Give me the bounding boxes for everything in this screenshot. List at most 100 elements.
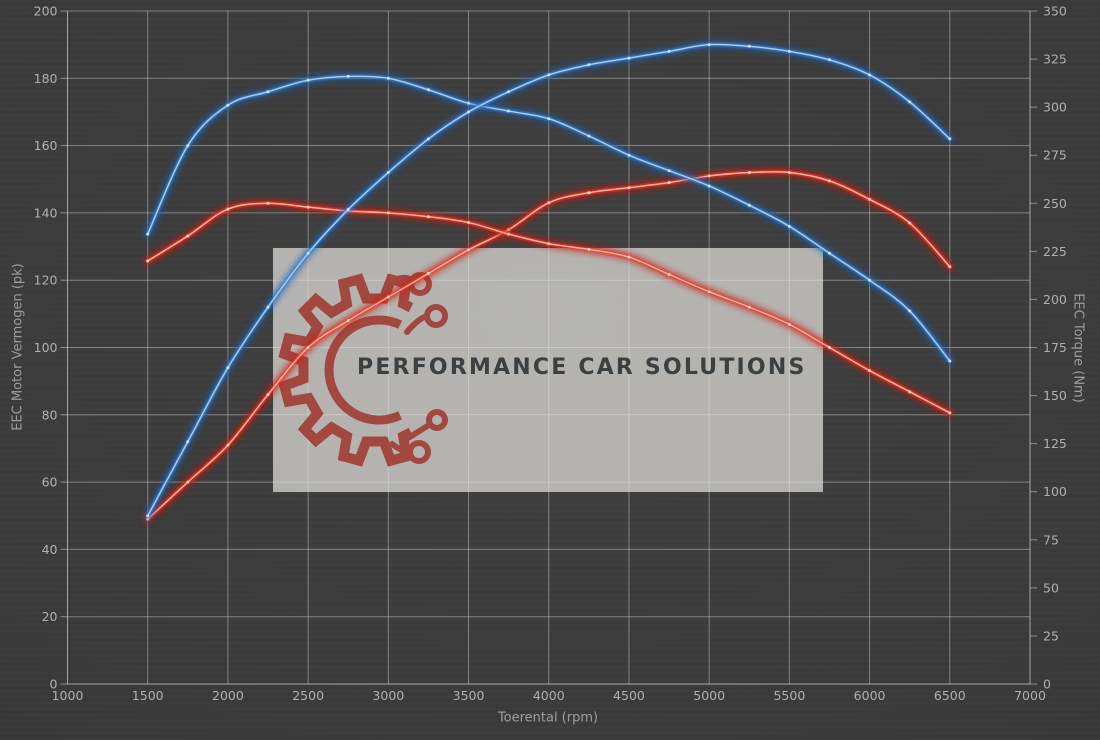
tick-label-right: 25 xyxy=(1043,628,1059,643)
data-point-dot xyxy=(868,197,872,201)
data-point-dot xyxy=(627,153,631,157)
data-point-dot xyxy=(547,73,551,77)
circuit-node-icon xyxy=(408,272,432,296)
data-point-dot xyxy=(627,56,631,60)
tick-label-right: 225 xyxy=(1043,244,1067,259)
data-point-dot xyxy=(908,390,912,394)
data-point-dot xyxy=(146,259,150,263)
data-point-dot xyxy=(386,76,390,80)
data-point-dot xyxy=(908,309,912,313)
tick-label-right: 300 xyxy=(1043,100,1067,115)
data-point-dot xyxy=(426,215,430,219)
data-point-dot xyxy=(507,228,511,232)
tick-label-x: 6500 xyxy=(934,688,966,703)
data-point-dot xyxy=(306,78,310,82)
data-point-dot xyxy=(146,517,150,521)
tick-label-right: 125 xyxy=(1043,436,1067,451)
tick-label-right: 325 xyxy=(1043,52,1067,67)
data-point-dot xyxy=(386,211,390,215)
data-point-dot xyxy=(948,265,952,269)
y-axis-left-title: EEC Motor Vermogen (pk) xyxy=(10,263,26,431)
data-point-dot xyxy=(467,221,470,224)
tick-label-left: 80 xyxy=(42,407,58,422)
data-point-dot xyxy=(667,49,671,53)
tick-label-left: 200 xyxy=(34,4,58,19)
tick-label-left: 120 xyxy=(34,273,58,288)
data-point-dot xyxy=(587,63,591,67)
data-point-dot xyxy=(226,103,230,107)
tick-label-left: 20 xyxy=(42,609,58,624)
data-point-dot xyxy=(346,74,350,78)
tick-label-x: 7000 xyxy=(1014,688,1046,703)
tick-label-x: 5500 xyxy=(773,688,805,703)
data-point-dot xyxy=(908,100,912,104)
circuit-node-icon xyxy=(424,304,448,328)
data-point-dot xyxy=(707,43,711,47)
tick-label-left: 40 xyxy=(42,542,58,557)
data-point-dot xyxy=(266,393,270,397)
watermark-box: PERFORMANCE CAR SOLUTIONS xyxy=(273,248,823,492)
data-point-dot xyxy=(186,234,190,238)
tick-label-left: 0 xyxy=(50,677,58,692)
data-point-dot xyxy=(828,346,831,349)
data-point-dot xyxy=(547,242,551,246)
tick-label-x: 1000 xyxy=(52,688,84,703)
data-point-dot xyxy=(266,90,270,94)
data-point-dot xyxy=(828,251,831,255)
data-point-dot xyxy=(346,208,350,211)
y-axis-right-title: EEC Torque (Nm) xyxy=(1070,293,1086,403)
data-point-dot xyxy=(186,480,190,484)
x-axis-title: Toerental (rpm) xyxy=(497,710,599,726)
data-point-dot xyxy=(787,171,791,174)
data-point-dot xyxy=(868,73,872,77)
data-point-dot xyxy=(507,90,511,94)
data-point-dot xyxy=(667,181,671,185)
tick-label-x: 3000 xyxy=(372,688,404,703)
tick-label-x: 4000 xyxy=(533,688,565,703)
data-point-dot xyxy=(266,305,270,309)
data-point-dot xyxy=(146,232,150,236)
tick-label-x: 1500 xyxy=(132,688,164,703)
tick-label-right: 100 xyxy=(1043,484,1067,499)
data-point-dot xyxy=(787,224,791,228)
tick-label-x: 5000 xyxy=(693,688,725,703)
tick-label-right: 0 xyxy=(1043,677,1051,692)
tick-label-right: 75 xyxy=(1043,532,1059,547)
data-point-dot xyxy=(426,88,430,92)
data-point-dot xyxy=(547,117,551,121)
data-point-dot xyxy=(226,366,230,370)
data-point-dot xyxy=(627,186,631,190)
data-point-dot xyxy=(787,49,791,53)
data-point-dot xyxy=(507,109,511,113)
data-point-dot xyxy=(426,137,430,141)
tick-label-left: 140 xyxy=(34,205,58,220)
tick-label-left: 100 xyxy=(34,340,58,355)
data-point-dot xyxy=(146,514,150,518)
data-point-dot xyxy=(747,44,751,48)
data-point-dot xyxy=(186,144,190,148)
tick-label-x: 3500 xyxy=(453,688,485,703)
data-point-dot xyxy=(868,369,872,373)
data-point-dot xyxy=(467,110,470,114)
data-point-dot xyxy=(266,201,270,205)
watermark-text: PERFORMANCE CAR SOLUTIONS xyxy=(357,355,807,380)
tick-label-right: 175 xyxy=(1043,340,1067,355)
data-point-dot xyxy=(467,101,470,105)
data-point-dot xyxy=(306,205,310,209)
tick-label-right: 200 xyxy=(1043,292,1067,307)
data-point-dot xyxy=(828,179,831,183)
tick-label-right: 250 xyxy=(1043,196,1067,211)
data-point-dot xyxy=(707,184,711,188)
tick-label-x: 2000 xyxy=(212,688,244,703)
tick-label-right: 150 xyxy=(1043,388,1067,403)
data-point-dot xyxy=(226,207,230,211)
tick-label-x: 2500 xyxy=(292,688,324,703)
tick-label-x: 6000 xyxy=(854,688,886,703)
data-point-dot xyxy=(707,174,711,178)
data-point-dot xyxy=(948,411,952,415)
data-point-dot xyxy=(587,134,591,138)
circuit-node-icon xyxy=(426,409,448,431)
data-point-dot xyxy=(667,169,671,173)
tick-label-x: 4500 xyxy=(613,688,645,703)
